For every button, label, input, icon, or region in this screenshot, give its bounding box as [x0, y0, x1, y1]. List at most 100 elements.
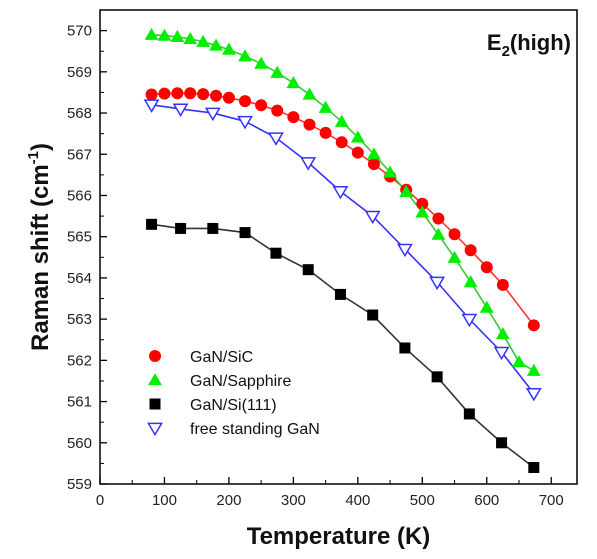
y-axis-title-superscript: -1	[25, 151, 42, 164]
y-tick-label: 563	[67, 311, 92, 328]
data-point	[479, 300, 494, 313]
legend-marker	[147, 422, 163, 437]
data-point	[496, 278, 509, 291]
x-tick-label: 600	[474, 492, 499, 509]
data-point	[255, 99, 268, 112]
data-point	[399, 184, 414, 197]
data-point	[302, 87, 317, 100]
data-point	[351, 146, 364, 159]
data-point	[204, 107, 221, 122]
data-point	[222, 91, 235, 104]
data-point	[432, 212, 445, 225]
y-axis-title-close: )	[27, 143, 54, 151]
data-point	[318, 100, 333, 113]
data-point	[528, 462, 540, 474]
data-point	[335, 136, 348, 149]
data-point	[270, 65, 285, 78]
y-tick-label: 568	[67, 105, 92, 122]
data-point	[271, 104, 284, 117]
data-point	[383, 165, 397, 178]
data-point	[144, 27, 159, 40]
y-tick-label: 565	[67, 229, 92, 246]
annotation-subscript: 2	[502, 43, 510, 60]
series-markers	[143, 27, 542, 474]
data-point	[210, 89, 223, 102]
annotation-main: E	[487, 30, 502, 55]
data-point	[237, 115, 253, 130]
data-point	[431, 227, 446, 240]
data-point	[399, 342, 411, 354]
data-point	[334, 114, 349, 127]
data-point	[527, 319, 540, 332]
data-point	[526, 363, 541, 376]
data-point	[396, 243, 413, 258]
x-tick-label: 700	[539, 492, 564, 509]
data-point	[495, 327, 510, 340]
legend-marker	[148, 373, 162, 386]
x-axis: 0 100 200 300 400 500 600 700	[96, 477, 564, 509]
data-point	[157, 28, 172, 41]
data-point	[350, 130, 365, 143]
data-point	[170, 29, 185, 42]
data-point	[367, 158, 380, 171]
y-tick-label: 561	[67, 394, 92, 411]
data-point	[239, 95, 252, 108]
data-point	[364, 210, 381, 225]
data-point	[464, 244, 477, 257]
data-point	[286, 76, 301, 89]
y-axis: 559 560 561 562 563 564 565 566 567 568 569 570	[67, 23, 107, 493]
data-point	[207, 222, 219, 234]
data-point	[332, 185, 349, 200]
data-point	[239, 227, 251, 239]
data-point	[270, 247, 282, 259]
mode-annotation: E2(high)	[487, 30, 571, 60]
y-tick-label: 567	[67, 146, 92, 163]
data-point	[525, 387, 542, 402]
data-point	[334, 288, 346, 300]
legend-marker	[149, 398, 161, 410]
data-point	[463, 408, 475, 420]
data-point	[319, 126, 332, 139]
data-point	[183, 31, 198, 45]
data-point	[145, 88, 158, 101]
data-point	[238, 49, 252, 62]
annotation-rest: (high)	[510, 30, 571, 55]
series-line-1	[151, 33, 535, 372]
x-tick-label: 500	[410, 492, 435, 509]
data-point	[463, 275, 478, 288]
y-tick-label: 570	[67, 23, 92, 40]
x-tick-label: 0	[96, 492, 104, 509]
data-point	[158, 87, 171, 100]
data-point	[268, 132, 284, 146]
data-point	[367, 147, 381, 160]
data-point	[431, 371, 443, 383]
data-point	[367, 309, 379, 321]
legend-marker	[149, 350, 161, 362]
x-tick-label: 300	[281, 492, 306, 509]
x-tick-label: 200	[216, 492, 241, 509]
legend-label: GaN/Si(111)	[190, 397, 277, 414]
legend-label: GaN/Sapphire	[190, 373, 291, 390]
data-point	[300, 157, 317, 171]
y-axis-title-main: Raman shift (cm	[27, 164, 54, 351]
data-point	[512, 355, 526, 368]
data-point	[448, 228, 461, 241]
data-point	[146, 218, 158, 230]
data-point	[416, 197, 429, 210]
plot-frame	[99, 9, 578, 485]
y-tick-label: 566	[67, 187, 92, 204]
y-tick-label: 564	[67, 270, 92, 287]
data-point	[209, 38, 223, 51]
x-tick-label: 400	[345, 492, 370, 509]
data-point	[172, 103, 189, 118]
y-tick-label: 560	[67, 435, 92, 452]
data-point	[287, 111, 300, 124]
y-axis-title: Raman shift (cm-1)	[25, 143, 54, 351]
data-point	[197, 88, 210, 101]
x-axis-title: Temperature (K)	[247, 523, 431, 550]
data-point	[171, 87, 184, 100]
data-point	[496, 437, 508, 449]
data-point	[493, 346, 510, 361]
data-point	[447, 250, 462, 263]
